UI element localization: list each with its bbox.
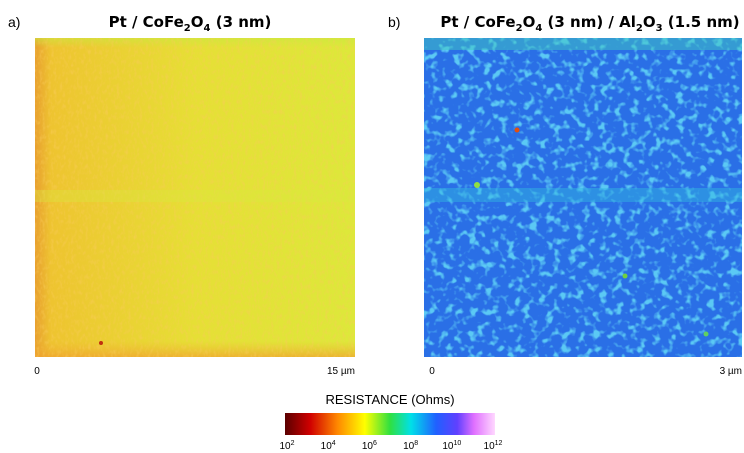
map-a xyxy=(35,38,355,357)
colorbar xyxy=(285,413,495,435)
title-part: O xyxy=(643,13,656,31)
tick-base: 10 xyxy=(403,441,415,452)
scale-start: 0 xyxy=(34,366,40,377)
colorbar-tick-label: 106 xyxy=(362,440,377,452)
title-sub: 4 xyxy=(535,23,542,34)
map-b xyxy=(424,38,742,357)
panel-title: Pt / CoFe2O4 (3 nm) / Al2O3 (1.5 nm) xyxy=(440,13,739,34)
tick-base: 10 xyxy=(362,441,374,452)
tick-exponent: 2 xyxy=(291,440,295,447)
colorbar-tick-label: 102 xyxy=(279,440,294,452)
title-part: (1.5 nm) xyxy=(663,13,740,31)
title-part: Pt / CoFe xyxy=(109,13,184,31)
tick-exponent: 10 xyxy=(453,440,461,447)
title-sub: 2 xyxy=(516,23,523,34)
title-sub: 4 xyxy=(204,23,211,34)
title-sub: 3 xyxy=(656,23,663,34)
scale-end: 15 µm xyxy=(327,366,355,377)
panel-label: b) xyxy=(388,14,400,30)
scale-start: 0 xyxy=(429,366,435,377)
tick-exponent: 6 xyxy=(373,440,377,447)
title-sub: 2 xyxy=(636,23,643,34)
panel-title: Pt / CoFe2O4 (3 nm) xyxy=(109,13,272,34)
colorbar-tick-label: 108 xyxy=(403,440,418,452)
colorbar-title: RESISTANCE (Ohms) xyxy=(325,392,454,407)
colorbar-tick-label: 1010 xyxy=(442,440,461,452)
colorbar-tick-label: 1012 xyxy=(484,440,503,452)
scale-end: 3 µm xyxy=(720,366,742,377)
title-part: O xyxy=(191,13,204,31)
tick-base: 10 xyxy=(279,441,291,452)
title-part: Pt / CoFe xyxy=(440,13,515,31)
tick-base: 10 xyxy=(442,441,454,452)
tick-base: 10 xyxy=(484,441,496,452)
title-part: O xyxy=(523,13,536,31)
colorbar-tick-label: 104 xyxy=(321,440,336,452)
title-part: (3 nm) / Al xyxy=(542,13,636,31)
tick-exponent: 12 xyxy=(495,440,503,447)
tick-base: 10 xyxy=(321,441,333,452)
title-part: (3 nm) xyxy=(211,13,272,31)
tick-exponent: 4 xyxy=(332,440,336,447)
panel-label: a) xyxy=(8,14,20,30)
title-sub: 2 xyxy=(184,23,191,34)
colorbar-ticks: 102 104 106 108 1010 1012 xyxy=(279,440,502,452)
tick-exponent: 8 xyxy=(414,440,418,447)
